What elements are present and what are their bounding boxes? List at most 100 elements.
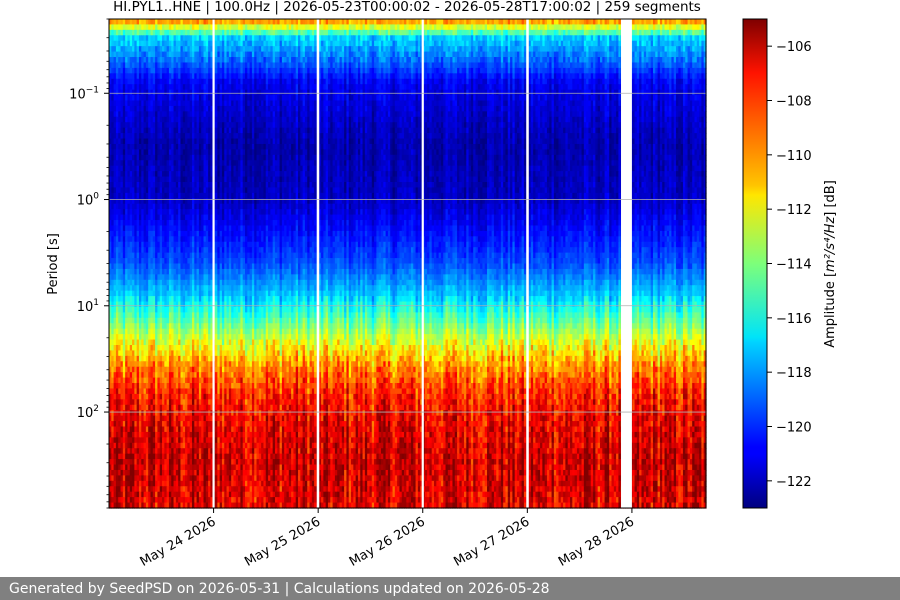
heatmap-cell: [440, 40, 444, 47]
heatmap-cell: [689, 62, 693, 69]
heatmap-cell: [286, 51, 290, 58]
heatmap-cell: [293, 51, 297, 58]
heatmap-cell: [556, 46, 560, 53]
heatmap-cell: [701, 35, 705, 42]
heatmap-cell: [673, 46, 677, 53]
heatmap-cell: [265, 29, 269, 36]
heatmap-cell: [699, 57, 702, 64]
heatmap-cell: [694, 19, 698, 26]
heatmap-cell: [185, 67, 188, 74]
heatmap-cell: [420, 35, 424, 42]
heatmap-cell: [247, 62, 251, 69]
heatmap-cell: [505, 29, 509, 36]
heatmap-cell: [334, 19, 338, 26]
heatmap-cell: [590, 51, 594, 58]
heatmap-cell: [164, 67, 168, 74]
heatmap-cell: [415, 40, 419, 47]
heatmap-cell: [413, 46, 417, 53]
heatmap-cell: [219, 73, 223, 80]
heatmap-cell: [360, 29, 364, 36]
heatmap-cell: [648, 46, 652, 53]
heatmap-cell: [224, 57, 228, 64]
heatmap-cell: [141, 51, 145, 58]
heatmap-cell: [233, 35, 237, 42]
heatmap-cell: [357, 73, 361, 80]
heatmap-cell: [491, 51, 495, 58]
heatmap-cell: [652, 24, 656, 31]
heatmap-cell: [173, 67, 177, 74]
heatmap-cell: [357, 40, 361, 47]
heatmap-cell: [360, 35, 364, 42]
heatmap-cell: [238, 40, 241, 47]
heatmap-cell: [567, 24, 571, 31]
heatmap-cell: [417, 24, 421, 31]
heatmap-cell: [427, 67, 430, 74]
heatmap-cell: [636, 29, 640, 36]
heatmap-cell: [362, 40, 366, 47]
heatmap-cell: [689, 24, 693, 31]
heatmap-cell: [657, 62, 661, 69]
heatmap-cell: [145, 35, 149, 42]
heatmap-cell: [187, 62, 191, 69]
heatmap-cell: [111, 19, 115, 26]
heatmap-cell: [238, 51, 241, 58]
heatmap-cell: [680, 46, 684, 53]
heatmap-cell: [143, 19, 147, 26]
heatmap-cell: [288, 73, 292, 80]
heatmap-cell: [634, 57, 638, 64]
heatmap-cell: [323, 67, 327, 74]
heatmap-cell: [457, 19, 460, 26]
heatmap-cell: [210, 57, 214, 64]
heatmap-cell: [307, 24, 311, 31]
heatmap-cell: [254, 57, 258, 64]
heatmap-cell: [701, 62, 705, 69]
heatmap-cell: [219, 19, 223, 26]
heatmap-cell: [404, 29, 407, 36]
heatmap-cell: [258, 62, 262, 69]
heatmap-cell: [168, 29, 172, 36]
heatmap-cell: [703, 24, 707, 31]
heatmap-cell: [251, 29, 255, 36]
heatmap-cell: [659, 19, 663, 26]
heatmap-cell: [242, 19, 246, 26]
heatmap-cell: [609, 35, 613, 42]
heatmap-cell: [118, 62, 122, 69]
heatmap-cell: [341, 29, 345, 36]
heatmap-cell: [109, 73, 112, 80]
heatmap-cell: [604, 73, 608, 80]
heatmap-cell: [560, 51, 564, 58]
heatmap-cell: [318, 24, 322, 31]
heatmap-cell: [120, 73, 124, 80]
heatmap-cell: [530, 19, 534, 26]
heatmap-cell: [537, 40, 541, 47]
heatmap-cell: [427, 57, 430, 64]
heatmap-cell: [500, 19, 504, 26]
heatmap-cell: [581, 29, 585, 36]
heatmap-cell: [431, 40, 435, 47]
heatmap-cell: [353, 67, 357, 74]
heatmap-cell: [480, 62, 484, 69]
heatmap-cell: [542, 67, 546, 74]
heatmap-cell: [115, 62, 119, 69]
heatmap-cell: [533, 29, 537, 36]
heatmap-cell: [341, 62, 345, 69]
heatmap-cell: [120, 35, 124, 42]
heatmap-cell: [586, 51, 590, 58]
heatmap-cell: [224, 35, 228, 42]
heatmap-cell: [498, 46, 502, 53]
heatmap-cell: [669, 46, 673, 53]
heatmap-cell: [549, 73, 553, 80]
heatmap-cell: [159, 51, 163, 58]
heatmap-cell: [380, 51, 384, 58]
heatmap-cell: [115, 73, 119, 80]
heatmap-cell: [496, 67, 500, 74]
heatmap-cell: [281, 19, 285, 26]
heatmap-cell: [357, 51, 361, 58]
heatmap-cell: [528, 40, 532, 47]
heatmap-cell: [129, 51, 133, 58]
heatmap-cell: [357, 46, 361, 53]
heatmap-cell: [493, 24, 497, 31]
heatmap-cell: [420, 67, 424, 74]
heatmap-cell: [498, 24, 502, 31]
heatmap-cell: [676, 19, 679, 26]
